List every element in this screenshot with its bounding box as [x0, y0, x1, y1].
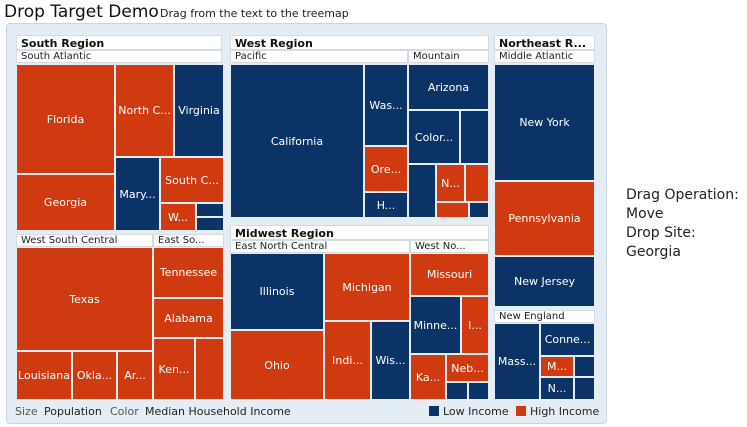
cell-maryland[interactable]: Mary... [115, 157, 160, 231]
cell-south-carolina[interactable]: South C... [160, 157, 224, 203]
group-header-mountain: Mountain [408, 50, 489, 63]
cell-small-south-3[interactable] [195, 338, 224, 400]
cell-kentucky[interactable]: Ken... [153, 338, 195, 400]
cell-new-jersey[interactable]: New Jersey [494, 256, 595, 307]
legend-high-label: High Income [530, 405, 600, 418]
group-header-new-england: New England [494, 310, 595, 323]
cell-illinois[interactable]: Illinois [230, 253, 324, 330]
cell-small-west-4[interactable] [469, 202, 489, 218]
cell-michigan[interactable]: Michigan [324, 253, 410, 321]
cell-small-ne-2[interactable] [574, 377, 595, 400]
drag-operation-value: Move [626, 206, 664, 222]
cell-small-west-3[interactable] [436, 202, 469, 218]
cell-georgia[interactable]: Georgia [16, 174, 115, 231]
group-header-east-south-central: East So... [153, 234, 224, 247]
cell-utah[interactable] [460, 110, 489, 164]
cell-washington[interactable]: Was... [364, 64, 408, 146]
cell-oklahoma[interactable]: Okla... [72, 351, 117, 400]
cell-indiana[interactable]: Indi... [324, 321, 371, 400]
drop-site-value: Georgia [626, 244, 681, 260]
cell-kansas[interactable]: Ka... [410, 354, 446, 400]
drag-operation-label: Drag Operation: [626, 187, 739, 203]
cell-small-south-1[interactable] [196, 203, 224, 217]
cell-small-west-1[interactable] [408, 164, 436, 218]
drop-site-label: Drop Site: [626, 225, 696, 241]
cell-small-midwest-1[interactable] [446, 382, 468, 400]
size-value: Population [44, 405, 102, 418]
cell-california[interactable]: California [230, 64, 364, 218]
group-header-west-north-central: West No... [410, 240, 489, 253]
drag-source-text[interactable]: Drag from the text to the treemap [160, 7, 349, 20]
group-header-pacific: Pacific [230, 50, 408, 63]
group-header-south-atlantic: South Atlantic [16, 50, 222, 63]
cell-alabama[interactable]: Alabama [153, 298, 224, 338]
cell-maine[interactable]: M... [540, 356, 574, 377]
cell-ohio[interactable]: Ohio [230, 330, 324, 400]
cell-colorado[interactable]: Color... [408, 110, 460, 164]
region-header-west: West Region [230, 35, 489, 50]
cell-new-york[interactable]: New York [494, 64, 595, 181]
cell-hawaii[interactable]: H... [364, 192, 408, 218]
cell-texas[interactable]: Texas [16, 247, 153, 351]
cell-north-carolina[interactable]: North C... [115, 64, 174, 157]
cell-arkansas[interactable]: Ar... [117, 351, 153, 400]
cell-nebraska[interactable]: Neb... [446, 354, 489, 382]
cell-west-virginia[interactable]: W... [160, 203, 196, 231]
legend-high-swatch [516, 406, 526, 416]
group-header-west-south-central: West South Central [16, 234, 153, 247]
region-header-northeast: Northeast R... [494, 35, 595, 50]
cell-small-south-2[interactable] [196, 217, 224, 231]
cell-pennsylvania[interactable]: Pennsylvania [494, 181, 595, 256]
cell-iowa[interactable]: I... [461, 296, 489, 354]
cell-virginia[interactable]: Virginia [174, 64, 224, 157]
size-label: Size [15, 405, 38, 418]
cell-connecticut[interactable]: Conne... [540, 323, 595, 356]
cell-massachusetts[interactable]: Mass... [494, 323, 540, 400]
cell-new-hampshire[interactable]: N... [540, 377, 574, 400]
cell-tennessee[interactable]: Tennessee [153, 247, 224, 298]
page-title: Drop Target Demo [4, 2, 159, 22]
cell-minnesota[interactable]: Minne... [410, 296, 461, 354]
cell-florida[interactable]: Florida [16, 64, 115, 174]
cell-wisconsin[interactable]: Wis... [371, 321, 410, 400]
cell-missouri[interactable]: Missouri [410, 253, 489, 296]
color-label: Color [110, 405, 139, 418]
cell-nevada[interactable]: N... [436, 164, 465, 202]
region-header-south: South Region [16, 35, 222, 50]
treemap-panel: South Region South Atlantic Florida Nort… [6, 23, 607, 424]
group-header-middle-atlantic: Middle Atlantic [494, 50, 595, 63]
cell-small-west-2[interactable] [465, 164, 489, 202]
color-value: Median Household Income [145, 405, 291, 418]
region-header-midwest: Midwest Region [230, 225, 489, 240]
cell-small-ne-1[interactable] [574, 356, 595, 377]
cell-small-midwest-2[interactable] [468, 382, 489, 400]
legend-low-swatch [429, 406, 439, 416]
group-header-east-north-central: East North Central [230, 240, 410, 253]
legend-low-label: Low Income [443, 405, 509, 418]
cell-louisiana[interactable]: Louisiana [16, 351, 72, 400]
cell-arizona[interactable]: Arizona [408, 64, 489, 110]
cell-oregon[interactable]: Ore... [364, 146, 408, 192]
